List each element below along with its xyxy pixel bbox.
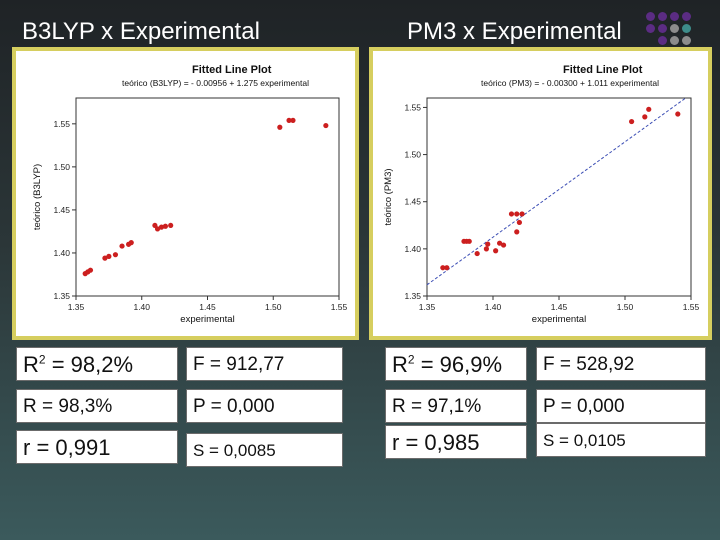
x-axis-label: experimental [532,314,586,325]
data-point [162,223,169,229]
data-point [514,211,520,217]
right-p-value: P = 0,000 [536,389,706,423]
y-tick-label: 1.35 [404,291,421,301]
x-tick-label: 1.45 [551,302,568,312]
data-point [646,106,652,112]
right-r-small: r = 0,985 [385,425,527,459]
x-tick-label: 1.35 [419,302,436,312]
y-tick-label: 1.55 [53,119,70,129]
right-fitted-line-plot: Fitted Line Plot teórico (PM3) = - 0.0030… [383,64,700,325]
decor-dot [670,24,679,33]
data-point [642,114,648,120]
y-tick-label: 1.55 [404,102,421,112]
decor-dot [658,24,667,33]
plot-title: Fitted Line Plot [192,64,272,76]
regression-equation: teórico (PM3) = - 0.00300 + 1.011 experi… [481,78,659,88]
y-tick-label: 1.45 [404,197,421,207]
y-tick-label: 1.50 [53,162,70,172]
y-tick-label: 1.40 [53,248,70,258]
decor-dot [658,36,667,45]
left-p-value: P = 0,000 [186,389,343,423]
right-s-value: S = 0,0105 [536,423,706,457]
data-point [493,248,499,254]
data-point [106,253,112,259]
left-chart-title: B3LYP x Experimental [22,18,260,45]
data-point [474,250,480,257]
data-point [102,255,108,261]
y-axis-label: teórico (B3LYP) [32,164,43,230]
x-tick-label: 1.40 [133,302,150,312]
data-point [440,265,446,271]
left-r-value: R = 98,3% [16,389,178,423]
decor-dot [682,36,691,45]
decor-dot [658,12,667,21]
x-tick-label: 1.40 [485,302,502,312]
plot-area [426,97,692,297]
left-s-value: S = 0,0085 [186,433,343,467]
data-point [500,242,507,248]
left-f-statistic: F = 912,77 [186,347,343,381]
data-point [514,229,520,235]
left-plot-frame: Fitted Line Plot teórico (B3LYP) = - 0.00… [12,47,359,340]
plot-title: Fitted Line Plot [563,64,643,76]
data-point [87,267,94,273]
plot-area [75,97,340,297]
regression-equation: teórico (B3LYP) = - 0.00956 + 1.275 expe… [122,78,309,88]
left-fitted-line-plot: Fitted Line Plot teórico (B3LYP) = - 0.00… [16,51,348,325]
decor-dot [670,36,679,45]
right-plot-frame: Fitted Line Plot teórico (PM3) = - 0.0030… [369,47,712,340]
data-point [128,240,134,246]
data-point [286,117,292,123]
data-point [112,252,119,258]
y-axis-label: teórico (PM3) [383,168,394,225]
data-point [158,224,165,230]
x-tick-label: 1.35 [68,302,85,312]
decor-dot [682,24,691,33]
data-point [516,219,522,226]
x-tick-label: 1.45 [199,302,216,312]
right-r-squared: R2 = 96,9% [385,347,527,381]
right-f-statistic: F = 528,92 [536,347,706,381]
fitted-line [426,97,687,286]
data-point [483,246,489,252]
y-tick-label: 1.35 [53,291,70,301]
x-tick-label: 1.50 [617,302,634,312]
decor-dot [682,12,691,21]
data-point [508,211,515,217]
fitted-line [16,51,76,98]
decor-dot [646,24,655,33]
decor-dot [670,12,679,21]
data-point [629,118,635,125]
y-tick-label: 1.45 [53,205,70,215]
data-point [290,117,296,123]
x-tick-label: 1.55 [331,302,348,312]
y-tick-label: 1.50 [404,150,421,160]
data-point [485,241,491,247]
decor-dot [646,12,655,21]
data-point [466,238,472,244]
data-point [444,265,450,271]
dot-grid-icon [640,10,712,50]
left-r-squared: R2 = 98,2% [16,347,178,381]
data-point [277,124,283,130]
data-point [323,122,329,129]
data-point [119,243,125,249]
y-tick-label: 1.40 [404,244,421,254]
x-axis-label: experimental [180,314,234,325]
data-point [168,222,174,229]
data-point [497,240,503,246]
left-r-small: r = 0,991 [16,430,178,464]
x-tick-label: 1.55 [683,302,700,312]
data-point [154,226,161,232]
right-chart-title: PM3 x Experimental [407,18,622,45]
right-r-value: R = 97,1% [385,389,527,423]
data-point [519,211,525,217]
data-point [675,111,681,117]
x-tick-label: 1.50 [265,302,282,312]
